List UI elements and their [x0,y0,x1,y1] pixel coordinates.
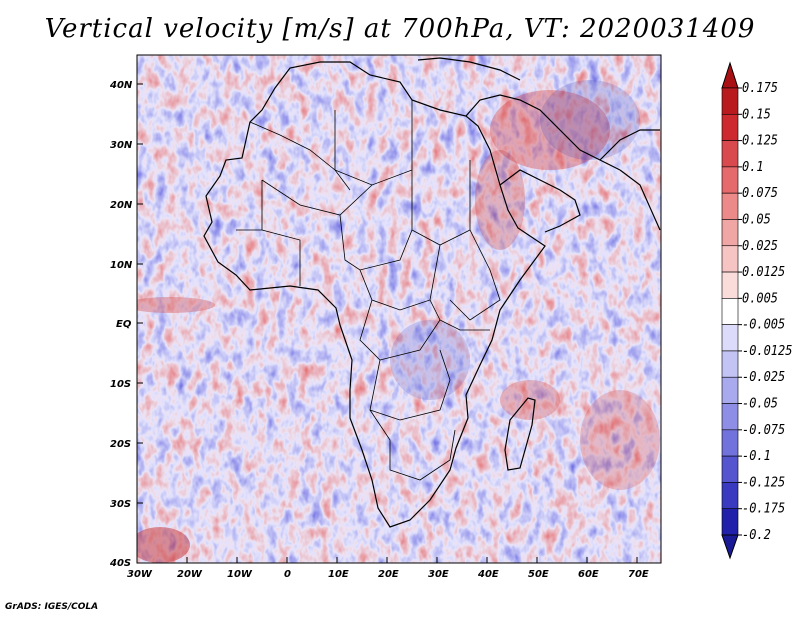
colorbar-label: -0.05 [742,397,778,412]
colorbar-box [721,192,739,220]
colorbar-label: -0.075 [742,423,785,438]
lat-label: 30N [110,140,133,151]
lat-label: 20N [110,200,133,211]
lon-label: 20W [177,569,203,580]
colorbar-box [721,271,739,299]
lat-label: 10N [110,260,133,271]
colorbar-box [721,219,739,247]
colorbar-top-arrow [721,61,739,89]
lon-label: 20E [378,569,399,580]
colorbar-box [721,429,739,457]
colorbar-label: 0.175 [742,81,778,96]
lat-label: 40N [109,80,133,91]
colorbar-label: 0.005 [742,291,778,306]
colorbar-label: -0.125 [742,475,785,490]
colorbar-box [721,350,739,378]
lat-label: 40S [109,558,131,569]
colorbar-box [721,482,739,510]
colorbar-label: -0.005 [742,318,785,333]
colorbar-bottom-arrow [721,534,739,560]
latitude-axis [137,83,143,504]
colorbar-label: 0.05 [742,212,771,227]
colorbar-label: -0.1 [742,449,771,464]
colorbar-box [721,403,739,431]
longitude-axis [186,557,638,563]
colorbar-box [721,166,739,194]
colorbar-label: 0.1 [742,160,764,175]
colorbar: 0.175 0.15 0.125 0.1 0.075 0.05 0.025 0.0125 0.0… [721,61,793,560]
vertical-velocity-field [137,55,661,563]
map-border [136,54,662,564]
colorbar-label: 0.125 [742,134,778,149]
colorbar-label: -0.025 [742,370,785,385]
lat-label: EQ [116,319,132,330]
colorbar-label: -0.2 [742,528,771,543]
lon-label: 10E [328,569,349,580]
colorbar-label: -0.0125 [742,344,793,359]
colorbar-label: 0.15 [742,107,771,122]
colorbar-box [721,376,739,404]
colorbar-box [721,87,739,115]
colorbar-box [721,245,739,273]
lon-label: 10W [227,569,253,580]
colorbar-label: 0.025 [742,239,778,254]
lon-label: 30E [428,569,449,580]
colorbar-box [721,113,739,141]
colorbar-label: 0.0125 [742,265,785,280]
lat-label: 10S [110,379,131,390]
colorbar-label: -0.175 [742,502,785,517]
lat-label: 30S [110,499,131,510]
credit-text: GrADS: IGES/COLA [5,602,99,612]
colorbar-box [721,140,739,168]
lon-label: 50E [528,569,549,580]
lat-label: 20S [110,439,131,450]
colorbar-box [721,455,739,483]
colorbar-box [721,324,739,352]
colorbar-box [721,298,739,325]
lon-label: 60E [578,569,599,580]
lon-label: 30W [127,569,153,580]
lon-label: 40E [477,569,499,580]
coastline [203,57,661,528]
chart-title: Vertical velocity [m/s] at 700hPa, VT: 2… [44,14,756,44]
country-borders [236,100,501,481]
colorbar-box [721,508,739,536]
colorbar-label: 0.075 [742,186,778,201]
lon-label: 70E [628,569,649,580]
lon-label: 0 [284,569,291,580]
